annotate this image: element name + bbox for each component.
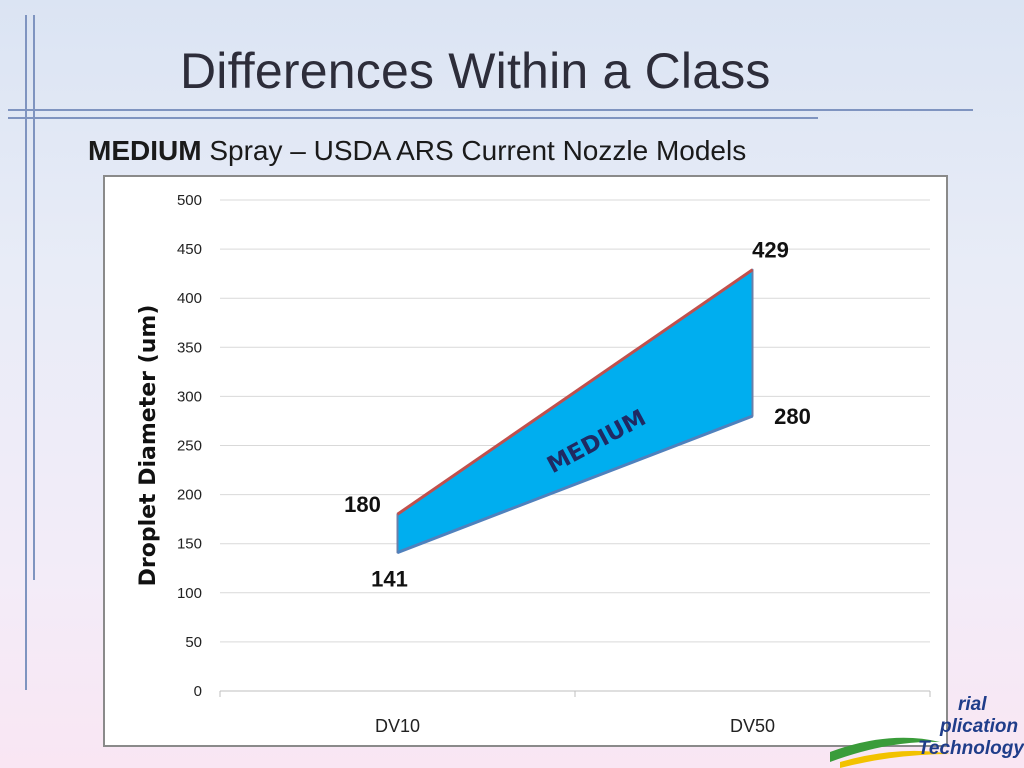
- deco-hline-2: [8, 117, 818, 119]
- deco-hline-1: [8, 109, 973, 111]
- chart-frame: 0 50 100 150 200 250 300 350 400 450 500 DV10 DV50 Dr…: [103, 175, 948, 747]
- page-title: Differences Within a Class: [180, 43, 771, 99]
- series-line-upper: [396, 268, 754, 516]
- x-tick-label: DV10: [375, 716, 420, 736]
- y-tick-label: 300: [177, 388, 202, 405]
- subtitle-bold: MEDIUM: [88, 135, 202, 166]
- data-label: 429: [752, 238, 789, 263]
- chart: 0 50 100 150 200 250 300 350 400 450 500 DV10 DV50 Dr…: [136, 192, 931, 736]
- y-tick-label: 0: [194, 683, 202, 700]
- y-tick-label: 50: [185, 634, 202, 651]
- deco-vline-1: [25, 15, 27, 690]
- slide-subtitle: MEDIUM Spray – USDA ARS Current Nozzle M…: [88, 135, 746, 167]
- logo-line-1: rial: [958, 694, 987, 715]
- data-label: 280: [774, 404, 811, 429]
- data-label: 141: [371, 567, 408, 592]
- y-tick-label: 100: [177, 585, 202, 602]
- band-area: [396, 268, 754, 554]
- y-tick-label: 150: [177, 536, 202, 553]
- subtitle-rest: Spray – USDA ARS Current Nozzle Models: [201, 135, 747, 166]
- logo-line-3: Technology: [918, 738, 1024, 759]
- y-tick-label: 450: [177, 241, 202, 258]
- data-label: 180: [344, 492, 381, 517]
- y-tick-label: 200: [177, 487, 202, 504]
- series-line-lower: [396, 414, 754, 554]
- y-tick-label: 500: [177, 192, 202, 209]
- y-tick-label: 400: [177, 290, 202, 307]
- y-tick-label: 350: [177, 339, 202, 356]
- logo-swoosh-icon: [830, 737, 950, 768]
- x-tick-label: DV50: [730, 716, 775, 736]
- y-axis-label: Droplet Diameter (um): [136, 305, 161, 587]
- deco-vline-2: [33, 15, 35, 580]
- logo-line-2: plication: [940, 716, 1019, 737]
- y-tick-label: 250: [177, 438, 202, 455]
- logo: rial plication Technology: [830, 690, 1024, 768]
